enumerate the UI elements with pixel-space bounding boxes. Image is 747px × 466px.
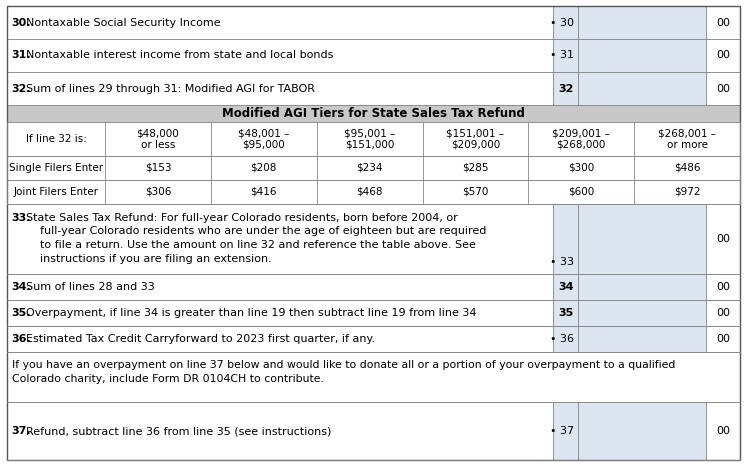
Text: 32.: 32.: [11, 83, 31, 94]
Text: 34: 34: [559, 282, 574, 292]
Bar: [7, 204, 553, 274]
Text: 00: 00: [716, 50, 730, 61]
Bar: [578, 39, 706, 72]
Bar: [553, 326, 578, 352]
Bar: [706, 39, 740, 72]
Bar: [7, 326, 553, 352]
Text: 33.: 33.: [11, 213, 31, 223]
Text: to file a return. Use the amount on line 32 and reference the table above. See: to file a return. Use the amount on line…: [26, 240, 476, 250]
Bar: [7, 180, 740, 204]
Bar: [706, 326, 740, 352]
Bar: [578, 72, 706, 105]
Bar: [553, 39, 578, 72]
Bar: [706, 204, 740, 274]
Bar: [553, 6, 578, 39]
Bar: [7, 274, 553, 300]
Bar: [7, 105, 740, 122]
Text: $48,001 –
$95,000: $48,001 – $95,000: [238, 128, 289, 150]
Text: $209,001 –
$268,000: $209,001 – $268,000: [552, 128, 610, 150]
Bar: [553, 402, 578, 460]
Text: 00: 00: [716, 83, 730, 94]
Bar: [7, 72, 553, 105]
Bar: [553, 204, 578, 274]
Text: 31.: 31.: [11, 50, 31, 61]
Text: 00: 00: [716, 234, 730, 244]
Bar: [578, 326, 706, 352]
Text: $416: $416: [250, 187, 277, 197]
Text: 37.: 37.: [11, 426, 31, 436]
Text: 34.: 34.: [11, 282, 31, 292]
Bar: [578, 300, 706, 326]
Text: 00: 00: [716, 18, 730, 27]
Text: Nontaxable Social Security Income: Nontaxable Social Security Income: [26, 18, 220, 27]
Text: $972: $972: [674, 187, 701, 197]
Text: Modified AGI Tiers for State Sales Tax Refund: Modified AGI Tiers for State Sales Tax R…: [222, 107, 525, 120]
Bar: [706, 274, 740, 300]
Text: $234: $234: [356, 163, 382, 173]
Text: Estimated Tax Credit Carryforward to 2023 first quarter, if any.: Estimated Tax Credit Carryforward to 202…: [26, 334, 375, 344]
Text: • 31: • 31: [550, 50, 574, 61]
Text: 00: 00: [716, 282, 730, 292]
Text: 00: 00: [716, 426, 730, 436]
Text: $153: $153: [145, 163, 171, 173]
Bar: [578, 402, 706, 460]
Text: If line 32 is:: If line 32 is:: [25, 134, 87, 144]
Text: • 33: • 33: [550, 257, 574, 267]
Text: • 36: • 36: [550, 334, 574, 344]
Text: Nontaxable interest income from state and local bonds: Nontaxable interest income from state an…: [26, 50, 333, 61]
Text: $151,001 –
$209,000: $151,001 – $209,000: [447, 128, 504, 150]
Text: $468: $468: [356, 187, 382, 197]
Text: 30.: 30.: [11, 18, 31, 27]
Text: Single Filers Enter: Single Filers Enter: [9, 163, 103, 173]
Text: $208: $208: [250, 163, 277, 173]
Bar: [578, 6, 706, 39]
Text: $306: $306: [145, 187, 171, 197]
Bar: [553, 274, 578, 300]
Text: $570: $570: [462, 187, 489, 197]
Text: $600: $600: [568, 187, 595, 197]
Text: $300: $300: [568, 163, 595, 173]
Text: Sum of lines 29 through 31: Modified AGI for TABOR: Sum of lines 29 through 31: Modified AGI…: [26, 83, 315, 94]
Text: $285: $285: [462, 163, 489, 173]
Bar: [7, 156, 740, 180]
Bar: [7, 300, 553, 326]
Bar: [706, 72, 740, 105]
Text: 35.: 35.: [11, 308, 31, 318]
Text: $48,000
or less: $48,000 or less: [137, 128, 179, 150]
Text: State Sales Tax Refund: For full-year Colorado residents, born before 2004, or: State Sales Tax Refund: For full-year Co…: [26, 213, 458, 223]
Text: Sum of lines 28 and 33: Sum of lines 28 and 33: [26, 282, 155, 292]
Bar: [7, 39, 553, 72]
Text: instructions if you are filing an extension.: instructions if you are filing an extens…: [26, 254, 272, 263]
Bar: [706, 402, 740, 460]
Bar: [578, 274, 706, 300]
Text: • 37: • 37: [550, 426, 574, 436]
Text: Refund, subtract line 36 from line 35 (see instructions): Refund, subtract line 36 from line 35 (s…: [26, 426, 332, 436]
Bar: [7, 402, 553, 460]
Text: 32: 32: [559, 83, 574, 94]
Bar: [578, 204, 706, 274]
Text: 00: 00: [716, 334, 730, 344]
Text: 35: 35: [559, 308, 574, 318]
Text: Overpayment, if line 34 is greater than line 19 then subtract line 19 from line : Overpayment, if line 34 is greater than …: [26, 308, 477, 318]
Text: • 30: • 30: [550, 18, 574, 27]
Bar: [706, 300, 740, 326]
Text: 00: 00: [716, 308, 730, 318]
Bar: [706, 6, 740, 39]
Bar: [7, 122, 740, 156]
Bar: [7, 352, 740, 402]
Text: $268,001 –
or more: $268,001 – or more: [658, 128, 716, 150]
Text: $95,001 –
$151,000: $95,001 – $151,000: [344, 128, 395, 150]
Text: full-year Colorado residents who are under the age of eighteen but are required: full-year Colorado residents who are und…: [26, 226, 486, 237]
Bar: [553, 300, 578, 326]
Text: If you have an overpayment on line 37 below and would like to donate all or a po: If you have an overpayment on line 37 be…: [12, 360, 675, 370]
Text: Joint Filers Enter: Joint Filers Enter: [13, 187, 99, 197]
Bar: [553, 72, 578, 105]
Text: Colorado charity, include Form DR 0104CH to contribute.: Colorado charity, include Form DR 0104CH…: [12, 374, 324, 384]
Text: $486: $486: [674, 163, 701, 173]
Bar: [7, 6, 553, 39]
Text: 36.: 36.: [11, 334, 31, 344]
